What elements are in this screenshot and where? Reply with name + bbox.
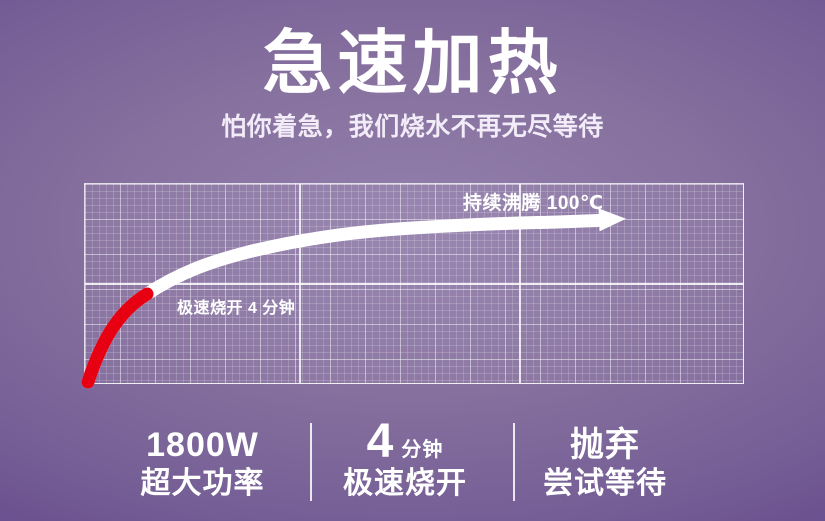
boiling-segment xyxy=(81,214,605,389)
feature-power-label: 超大功率 xyxy=(140,467,265,500)
heating-curve-chart: 持续沸腾 100℃ 极速烧开 4 分钟 xyxy=(81,183,744,389)
feature-no-wait-value: 抛弃 xyxy=(570,426,640,464)
feature-divider-2 xyxy=(513,423,515,501)
arrowhead-icon xyxy=(598,208,626,232)
fast-boil-annotation: 极速烧开 4 分钟 xyxy=(177,300,296,317)
grid-major-hline xyxy=(85,283,743,285)
boil-annotation: 持续沸腾 100℃ xyxy=(463,193,604,214)
feature-no-wait: 抛弃 尝试等待 xyxy=(510,424,700,500)
feature-divider-1 xyxy=(310,423,312,501)
feature-time-label: 极速烧开 xyxy=(343,467,467,500)
feature-no-wait-label: 尝试等待 xyxy=(543,467,667,500)
heating-curve xyxy=(81,208,626,389)
feature-power: 1800W 超大功率 xyxy=(85,424,320,500)
feature-time-unit: 分钟 xyxy=(401,439,444,461)
rapid-heating-segment xyxy=(81,287,154,389)
page-title: 急速加热 xyxy=(262,24,563,102)
feature-time-value-row: 4 分钟 xyxy=(305,415,505,468)
feature-power-value: 1800W xyxy=(146,426,259,464)
feature-time-value: 4 xyxy=(366,415,395,468)
page-subtitle: 怕你着急，我们烧水不再无尽等待 xyxy=(221,113,604,141)
feature-time: 4 分钟 极速烧开 xyxy=(305,415,505,500)
